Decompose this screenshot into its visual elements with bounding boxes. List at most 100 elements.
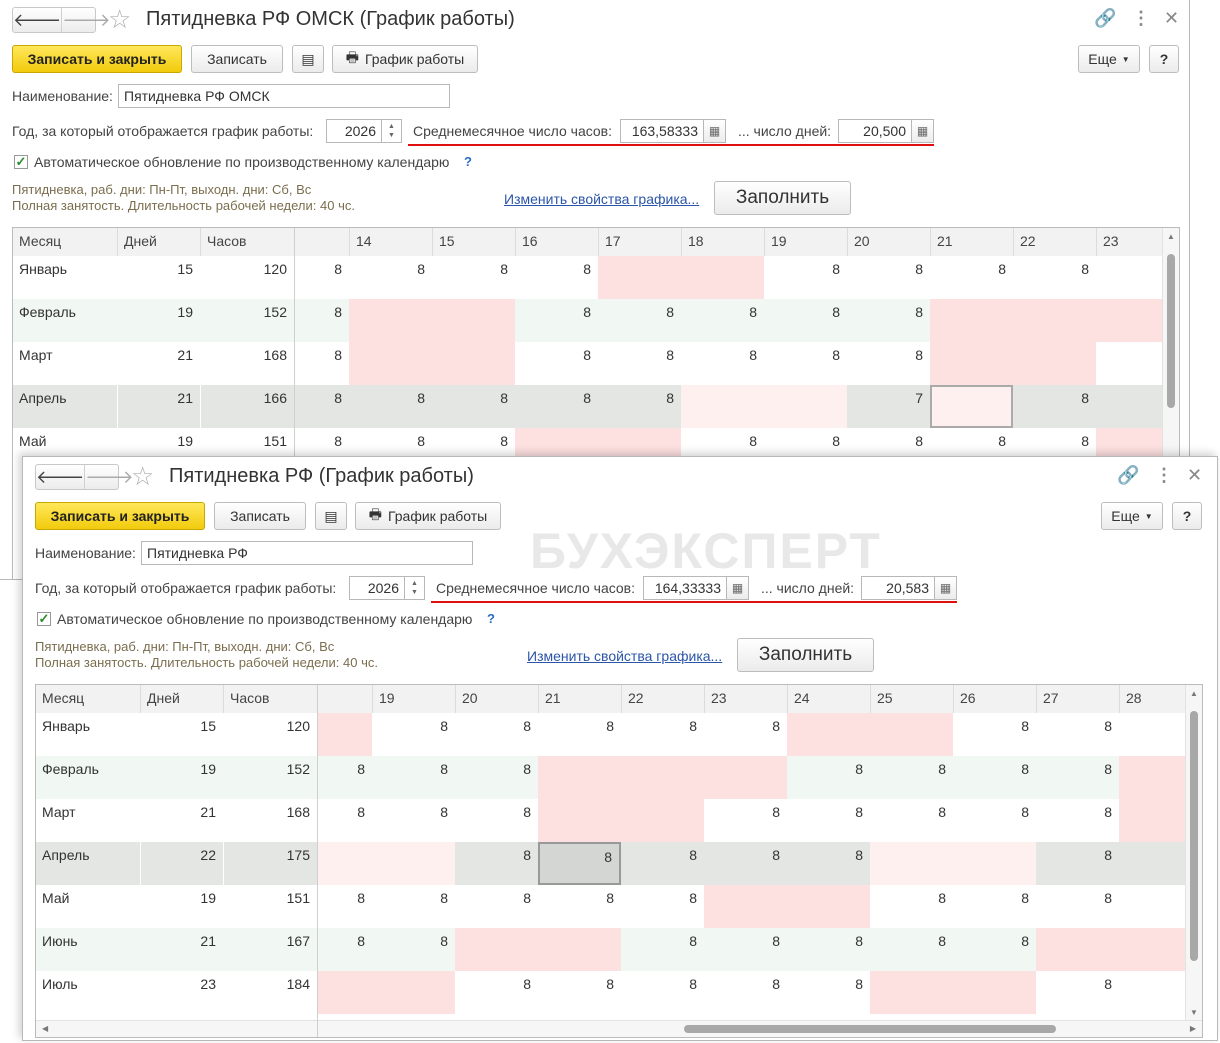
day-hours-cell[interactable]: [372, 842, 455, 885]
row-hours[interactable]: 168: [286, 804, 310, 820]
day-column-header[interactable]: 21: [538, 685, 621, 713]
change-schedule-properties-link[interactable]: Изменить свойства графика...: [504, 191, 700, 207]
day-hours-cell[interactable]: 8: [938, 761, 946, 777]
row-hours[interactable]: 168: [263, 347, 287, 363]
row-month[interactable]: Январь: [42, 718, 90, 734]
day-hours-cell[interactable]: 8: [772, 933, 780, 949]
row-hours[interactable]: 152: [286, 761, 310, 777]
row-hours[interactable]: 120: [263, 261, 287, 277]
day-column-header[interactable]: 26: [953, 685, 1036, 713]
row-days[interactable]: 23: [200, 976, 216, 992]
day-hours-cell[interactable]: 8: [1081, 261, 1089, 277]
close-icon[interactable]: ✕: [1187, 465, 1203, 485]
table-row[interactable]: Апрель 21 166 8 8 8 8 8 7 8: [13, 385, 1179, 428]
scroll-right-arrow-icon[interactable]: ▶: [1189, 1024, 1196, 1033]
day-hours-cell[interactable]: 8: [689, 718, 697, 734]
day-hours-cell[interactable]: 8: [500, 433, 508, 449]
day-hours-cell[interactable]: [538, 756, 621, 799]
row-hours[interactable]: 151: [286, 890, 310, 906]
name-field[interactable]: Пятидневка РФ: [141, 541, 473, 565]
table-row[interactable]: Июнь 21 167 8 8 8 8 8 8 8: [36, 928, 1202, 971]
report-icon[interactable]: ▤: [292, 45, 324, 73]
day-hours-cell[interactable]: [1013, 342, 1096, 385]
day-hours-cell[interactable]: [953, 842, 1036, 885]
report-icon[interactable]: ▤: [315, 502, 347, 530]
day-hours-cell[interactable]: 8: [1021, 718, 1029, 734]
day-hours-cell[interactable]: [787, 885, 870, 928]
save-button[interactable]: Записать: [191, 45, 283, 73]
day-hours-cell[interactable]: 8: [855, 976, 863, 992]
auto-update-checkbox[interactable]: ✓: [37, 611, 51, 626]
col-days[interactable]: Дней: [117, 228, 200, 256]
day-hours-cell[interactable]: 8: [357, 933, 365, 949]
day-hours-cell[interactable]: 8: [772, 718, 780, 734]
day-hours-cell[interactable]: 8: [998, 261, 1006, 277]
col-month[interactable]: Месяц: [42, 690, 85, 706]
row-hours[interactable]: 151: [263, 433, 287, 449]
day-hours-cell[interactable]: 8: [1081, 433, 1089, 449]
table-row[interactable]: Февраль 19 152 8 8 8 8 8 8 8: [36, 756, 1202, 799]
day-hours-cell[interactable]: [432, 299, 515, 342]
day-column-header[interactable]: 22: [1013, 228, 1096, 256]
avg-days-field[interactable]: 20,583: [861, 576, 935, 600]
day-hours-cell[interactable]: [953, 971, 1036, 1014]
row-hours[interactable]: 175: [223, 842, 317, 885]
name-field[interactable]: Пятидневка РФ ОМСК: [118, 84, 450, 108]
day-column-header[interactable]: 18: [681, 228, 764, 256]
day-hours-cell[interactable]: 8: [832, 433, 840, 449]
day-hours-cell[interactable]: 8: [523, 976, 531, 992]
col-hours[interactable]: Часов: [200, 228, 294, 256]
auto-update-checkbox[interactable]: ✓: [14, 154, 28, 169]
row-month[interactable]: Март: [42, 804, 76, 820]
help-button[interactable]: ?: [1172, 502, 1202, 530]
day-hours-cell[interactable]: 8: [440, 890, 448, 906]
day-hours-cell[interactable]: [870, 842, 953, 885]
day-hours-cell[interactable]: 8: [666, 304, 674, 320]
table-row[interactable]: Март 21 168 8 8 8 8 8 8 8 8: [36, 799, 1202, 842]
horizontal-scrollbar[interactable]: ◀ ▶: [36, 1020, 1202, 1037]
day-hours-cell[interactable]: 8: [689, 847, 697, 863]
day-hours-cell[interactable]: 8: [832, 261, 840, 277]
day-hours-cell[interactable]: 8: [357, 761, 365, 777]
day-hours-cell[interactable]: 8: [357, 804, 365, 820]
day-hours-cell[interactable]: [598, 256, 681, 299]
day-hours-cell[interactable]: 8: [334, 390, 342, 406]
row-days[interactable]: 15: [177, 261, 193, 277]
table-row[interactable]: Май19151888888888: [36, 885, 1202, 928]
row-month[interactable]: Февраль: [42, 761, 99, 777]
table-row[interactable]: Апрель221758888888: [36, 842, 1202, 885]
day-hours-cell[interactable]: 8: [440, 933, 448, 949]
more-actions-icon[interactable]: ⋮: [1132, 8, 1150, 28]
row-hours[interactable]: 120: [286, 718, 310, 734]
calculator-icon[interactable]: ▦: [704, 119, 726, 143]
day-hours-cell[interactable]: 8: [666, 390, 674, 406]
day-hours-cell[interactable]: [930, 299, 1013, 342]
col-hours[interactable]: Часов: [223, 685, 317, 713]
day-column-header[interactable]: 21: [930, 228, 1013, 256]
day-column-header[interactable]: 22: [621, 685, 704, 713]
day-hours-cell[interactable]: 8: [749, 433, 757, 449]
day-hours-cell[interactable]: 8: [1104, 761, 1112, 777]
day-hours-cell[interactable]: 8: [666, 347, 674, 363]
day-hours-cell[interactable]: [1036, 928, 1119, 971]
fill-button[interactable]: Заполнить: [714, 181, 851, 215]
day-hours-cell[interactable]: 8: [855, 933, 863, 949]
day-hours-cell[interactable]: 8: [1104, 976, 1112, 992]
day-hours-cell[interactable]: 8: [500, 390, 508, 406]
row-days[interactable]: 19: [177, 304, 193, 320]
help-button[interactable]: ?: [1149, 45, 1179, 73]
day-column-header[interactable]: 17: [598, 228, 681, 256]
day-hours-cell[interactable]: 8: [523, 761, 531, 777]
fill-button[interactable]: Заполнить: [737, 638, 874, 672]
work-schedule-button[interactable]: 🖶 График работы: [332, 45, 478, 73]
day-hours-cell[interactable]: 7: [915, 390, 923, 406]
day-hours-cell[interactable]: [538, 928, 621, 971]
day-hours-cell[interactable]: 8: [915, 261, 923, 277]
day-hours-cell[interactable]: 8: [417, 390, 425, 406]
forward-arrow-icon[interactable]: 🡒: [85, 466, 134, 487]
day-hours-cell[interactable]: 8: [417, 433, 425, 449]
scroll-down-arrow-icon[interactable]: ▼: [1190, 1008, 1198, 1017]
day-hours-cell[interactable]: 8: [749, 347, 757, 363]
day-hours-cell[interactable]: 8: [523, 718, 531, 734]
day-hours-cell[interactable]: 8: [1104, 804, 1112, 820]
